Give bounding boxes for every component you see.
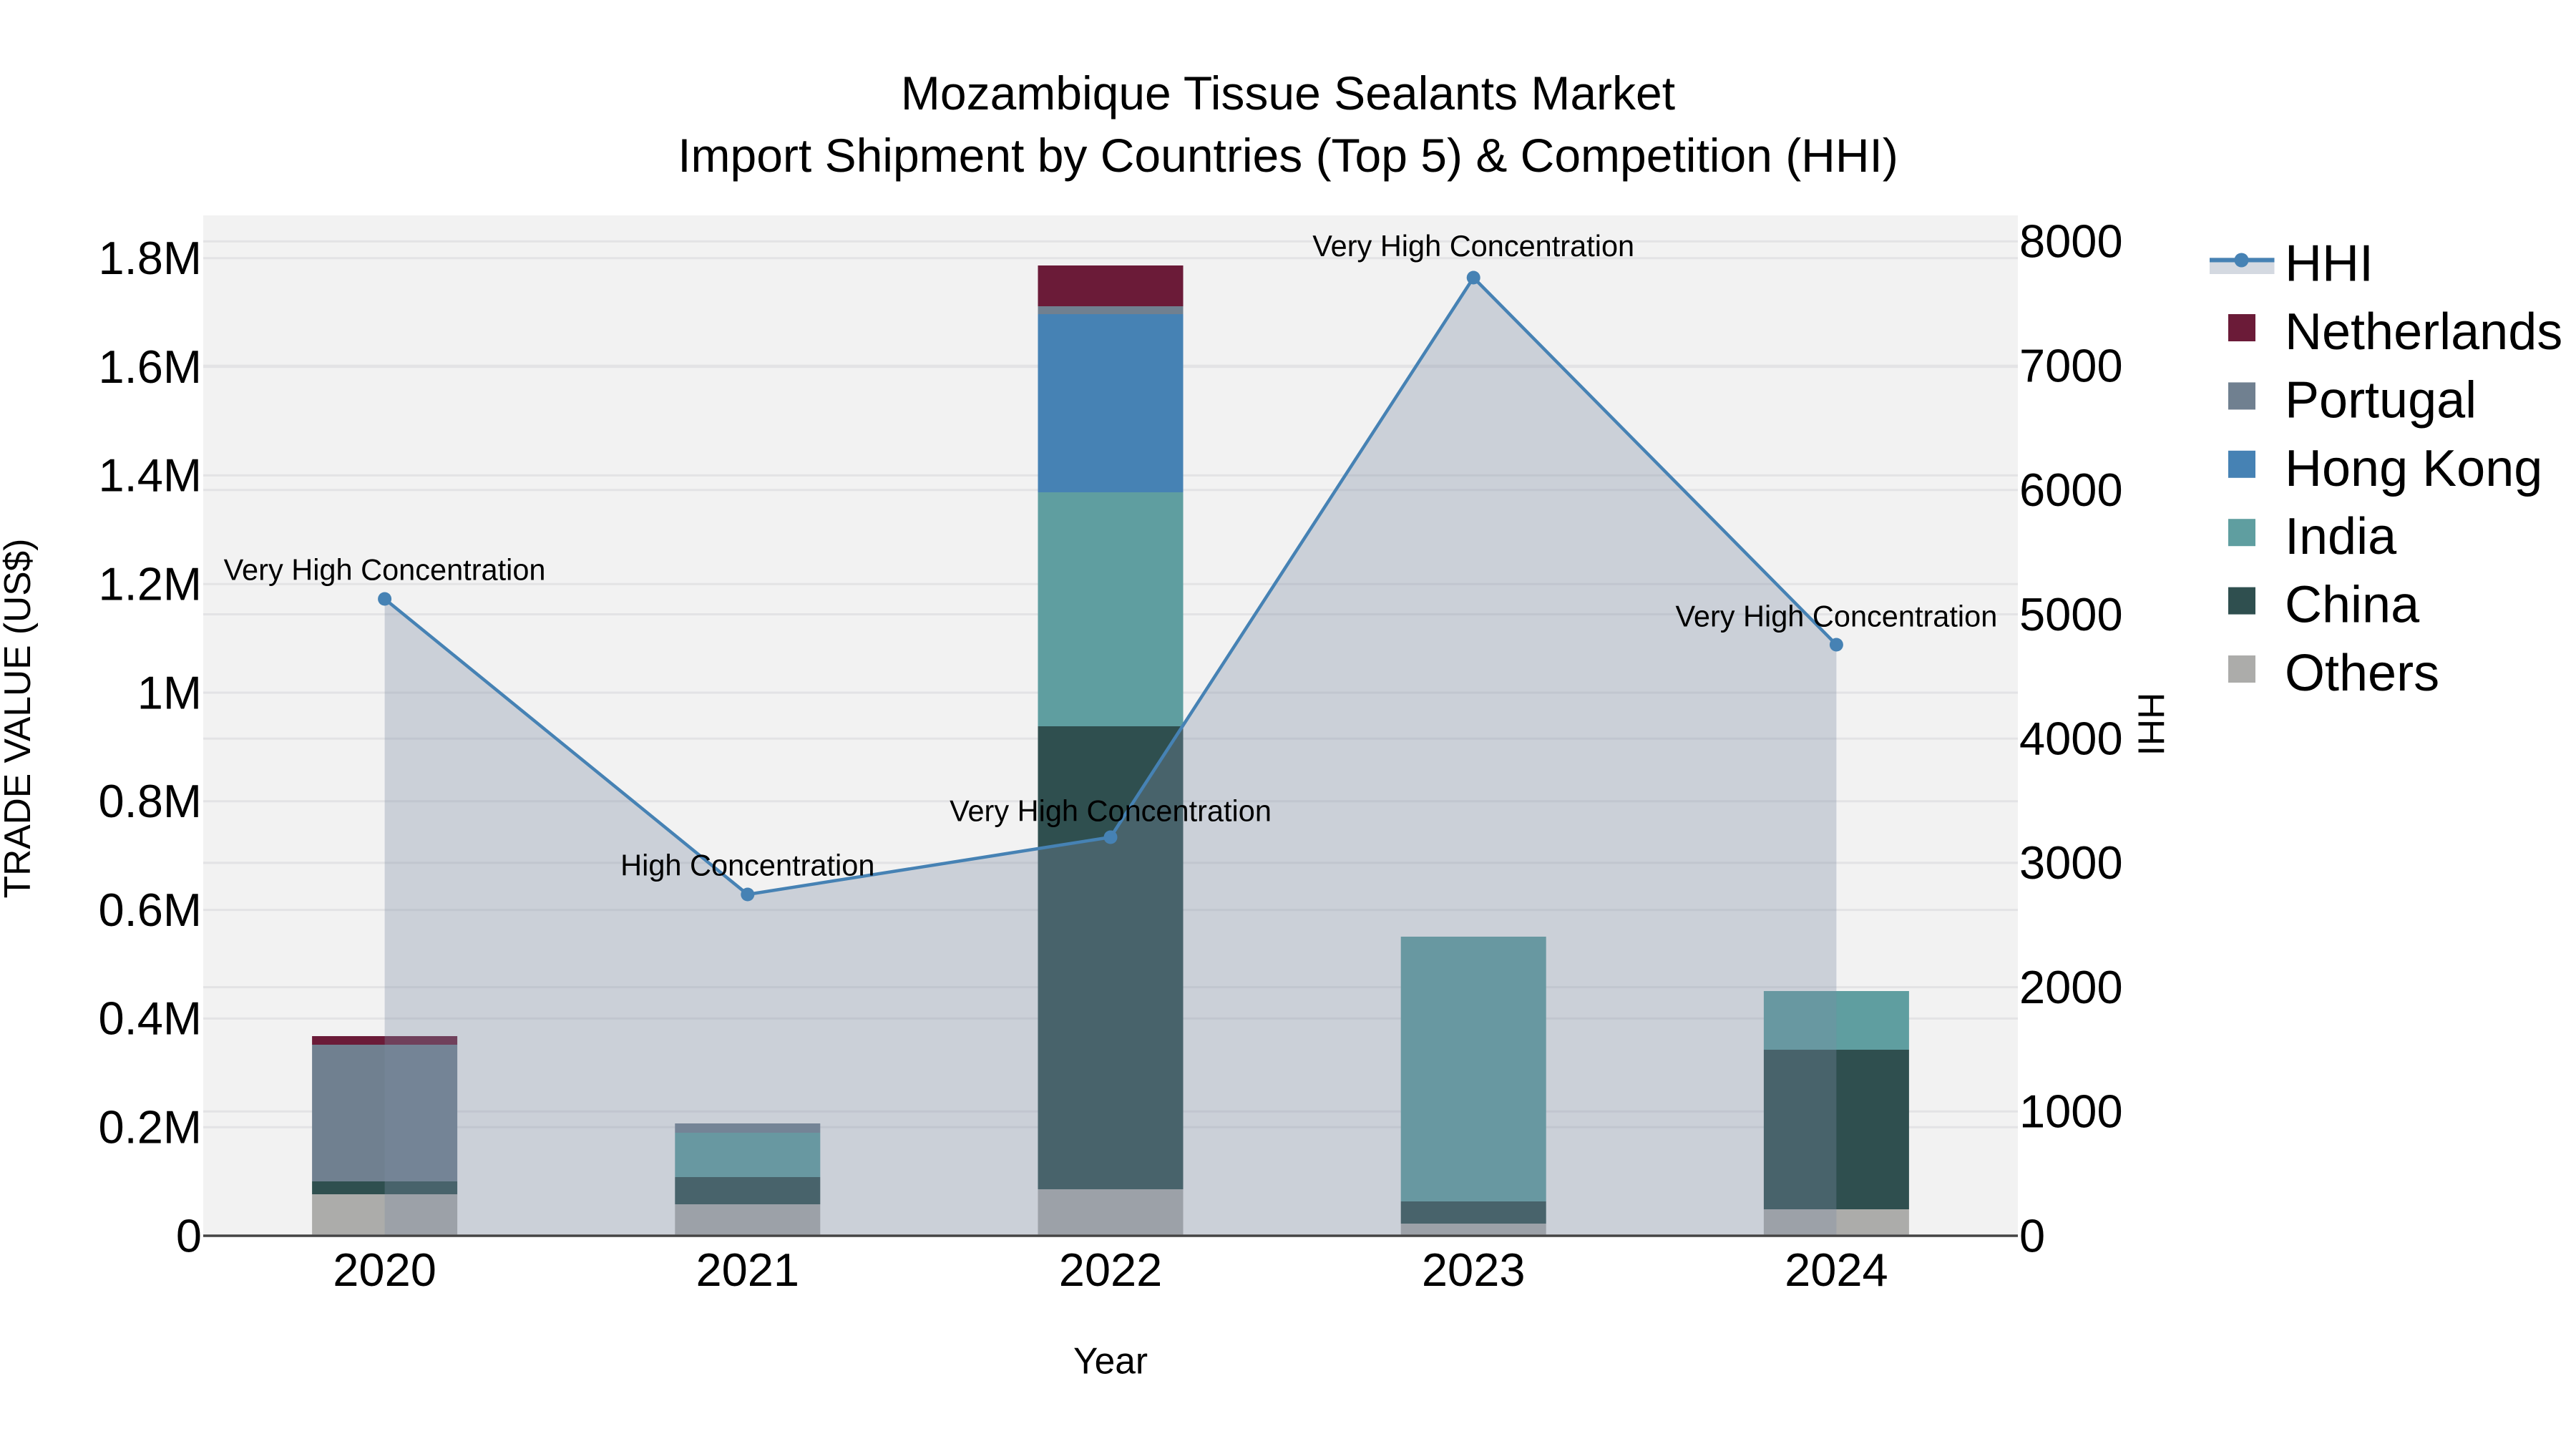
svg-text:1.2M: 1.2M <box>98 558 202 610</box>
svg-text:0.6M: 0.6M <box>98 884 202 936</box>
svg-text:8000: 8000 <box>2019 215 2123 268</box>
svg-text:Others: Others <box>2285 645 2439 702</box>
svg-text:0.8M: 0.8M <box>98 775 202 827</box>
svg-text:1.6M: 1.6M <box>98 341 202 393</box>
svg-text:1000: 1000 <box>2019 1085 2123 1138</box>
svg-text:Mozambique Tissue Sealants Mar: Mozambique Tissue Sealants Market <box>901 67 1675 119</box>
svg-text:India: India <box>2285 508 2397 565</box>
svg-text:China: China <box>2285 577 2420 634</box>
svg-text:Year: Year <box>1073 1340 1148 1382</box>
svg-text:5000: 5000 <box>2019 588 2123 640</box>
svg-text:HHI: HHI <box>2285 235 2373 293</box>
svg-text:2000: 2000 <box>2019 961 2123 1013</box>
svg-text:2020: 2020 <box>333 1244 436 1296</box>
svg-text:Very High Concentration: Very High Concentration <box>950 794 1272 828</box>
svg-text:2024: 2024 <box>1785 1244 1888 1296</box>
svg-text:Portugal: Portugal <box>2285 371 2477 429</box>
svg-text:1.8M: 1.8M <box>98 232 202 284</box>
svg-text:Very High Concentration: Very High Concentration <box>1312 229 1634 263</box>
svg-text:1.4M: 1.4M <box>98 449 202 502</box>
svg-text:2023: 2023 <box>1422 1244 1526 1296</box>
svg-text:Import Shipment by Countries (: Import Shipment by Countries (Top 5) & C… <box>678 129 1898 182</box>
svg-text:4000: 4000 <box>2019 713 2123 765</box>
svg-text:HHI: HHI <box>2131 693 2172 756</box>
svg-text:0.2M: 0.2M <box>98 1101 202 1153</box>
svg-text:0: 0 <box>176 1209 202 1262</box>
svg-text:2022: 2022 <box>1059 1244 1163 1296</box>
svg-text:6000: 6000 <box>2019 464 2123 516</box>
svg-text:Very High Concentration: Very High Concentration <box>1675 600 1997 633</box>
svg-text:3000: 3000 <box>2019 836 2123 889</box>
svg-text:0: 0 <box>2019 1209 2045 1262</box>
svg-text:7000: 7000 <box>2019 339 2123 391</box>
svg-text:0.4M: 0.4M <box>98 992 202 1045</box>
svg-text:2021: 2021 <box>696 1244 799 1296</box>
svg-text:TRADE VALUE (US$): TRADE VALUE (US$) <box>0 539 38 899</box>
svg-text:Netherlands: Netherlands <box>2285 303 2562 361</box>
svg-text:High Concentration: High Concentration <box>620 849 874 882</box>
svg-text:Very High Concentration: Very High Concentration <box>224 553 546 587</box>
svg-text:1M: 1M <box>137 666 202 718</box>
svg-text:Hong Kong: Hong Kong <box>2285 440 2542 497</box>
